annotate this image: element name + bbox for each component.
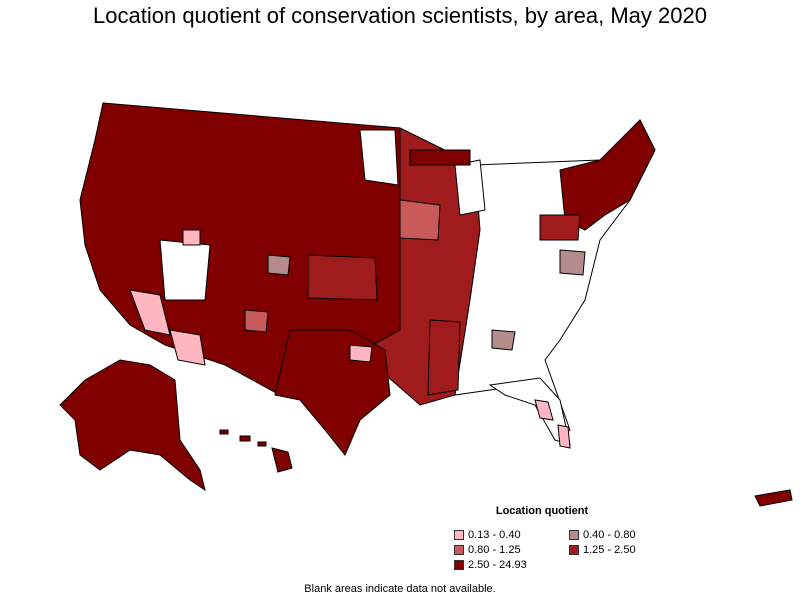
legend-swatch-4 bbox=[454, 560, 464, 570]
legend-label-3: 1.25 - 2.50 bbox=[583, 544, 636, 556]
georgia-brown-region[interactable] bbox=[491, 329, 516, 351]
florida-pink-region[interactable] bbox=[534, 399, 554, 421]
legend-item-0: 0.13 - 0.40 bbox=[454, 529, 521, 541]
florida-region[interactable] bbox=[488, 377, 571, 446]
legend-swatch-1 bbox=[569, 530, 579, 540]
legend-item-4: 2.50 - 24.93 bbox=[454, 559, 527, 571]
puerto-rico-region[interactable] bbox=[754, 489, 793, 507]
midwest-medium-region[interactable] bbox=[399, 199, 441, 241]
legend-label-2: 0.80 - 1.25 bbox=[468, 544, 521, 556]
legend-label-1: 0.40 - 0.80 bbox=[583, 529, 636, 541]
arizona-pink-region-2[interactable] bbox=[169, 329, 206, 366]
legend-swatch-0 bbox=[454, 530, 464, 540]
alaska-region[interactable] bbox=[59, 359, 206, 492]
minnesota-blank-region[interactable] bbox=[359, 129, 399, 186]
northeast-region[interactable] bbox=[559, 119, 656, 231]
legend-label-4: 2.50 - 24.93 bbox=[468, 559, 527, 571]
utah-blank-region[interactable] bbox=[159, 239, 211, 301]
footnote: Blank areas indicate data not available. bbox=[304, 583, 496, 595]
legend-swatch-3 bbox=[569, 545, 579, 555]
map-title: Location quotient of conservation scient… bbox=[93, 3, 707, 28]
legend-label-0: 0.13 - 0.40 bbox=[468, 529, 521, 541]
kansas-region[interactable] bbox=[307, 254, 378, 301]
legend-swatch-2 bbox=[454, 545, 464, 555]
upper-michigan-region[interactable] bbox=[409, 149, 471, 166]
new-mexico-medium-region[interactable] bbox=[244, 309, 269, 333]
legend-item-1: 0.40 - 0.80 bbox=[569, 529, 636, 541]
legend-item-3: 1.25 - 2.50 bbox=[569, 544, 636, 556]
michigan-region[interactable] bbox=[454, 159, 486, 216]
legend-item-2: 0.80 - 1.25 bbox=[454, 544, 521, 556]
hawaii-islands-small[interactable] bbox=[219, 429, 267, 447]
us-choropleth-map bbox=[59, 102, 793, 507]
legend-title: Location quotient bbox=[495, 505, 589, 517]
pennsylvania-region[interactable] bbox=[539, 214, 581, 241]
oklahoma-pink-region[interactable] bbox=[349, 344, 373, 363]
mississippi-region[interactable] bbox=[427, 319, 461, 396]
texas-region[interactable] bbox=[274, 329, 391, 456]
colorado-brown-region[interactable] bbox=[267, 254, 291, 276]
idaho-pink-region[interactable] bbox=[182, 229, 201, 246]
hawaii-island-large[interactable] bbox=[271, 447, 293, 473]
arizona-pink-region[interactable] bbox=[129, 289, 171, 336]
virginia-brown-region[interactable] bbox=[559, 249, 586, 276]
florida-pink-region-2[interactable] bbox=[557, 424, 571, 449]
